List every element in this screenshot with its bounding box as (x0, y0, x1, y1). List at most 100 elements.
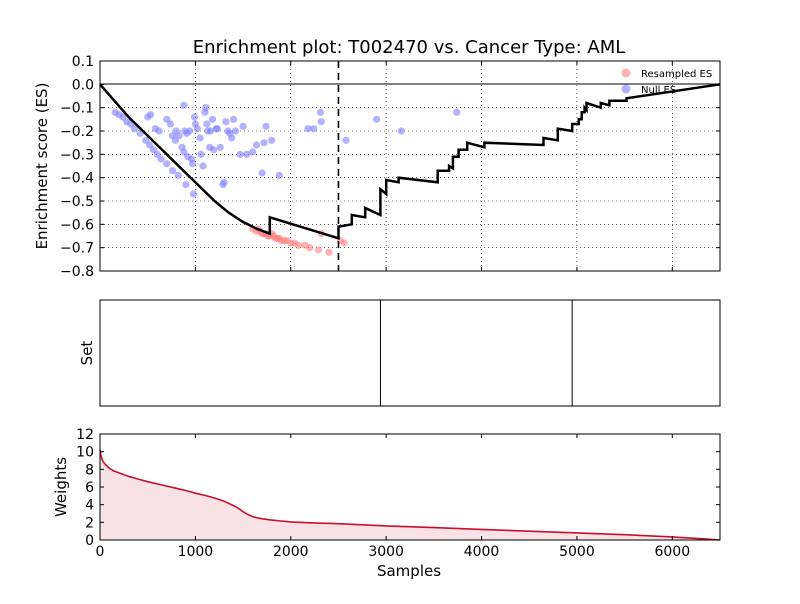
null-es-point (252, 141, 261, 149)
y-tick-label: −0.5 (60, 194, 94, 210)
null-es-point (189, 190, 198, 198)
null-es-point (196, 134, 204, 142)
null-es-point (220, 178, 228, 186)
null-es-point (342, 136, 350, 144)
null-es-point (249, 148, 257, 156)
weights-x-label: Samples (377, 562, 441, 580)
x-tick-label: 4000 (464, 544, 500, 560)
y-tick-label: −0.7 (60, 241, 94, 257)
null-es-point (262, 122, 270, 130)
resampled-es-point (314, 246, 323, 254)
x-tick-label: 0 (96, 544, 105, 560)
y-tick-label: −0.1 (60, 101, 94, 117)
legend-label-resampled-es: Resampled ES (641, 69, 712, 80)
y-tick-label: 8 (85, 462, 94, 478)
null-es-point (208, 115, 217, 123)
y-tick-label: −0.6 (60, 217, 94, 233)
null-es-point (260, 139, 268, 147)
null-es-point (209, 146, 218, 154)
set-axes-frame (99, 299, 721, 407)
set-panel: Set (78, 299, 721, 407)
null-es-point (453, 108, 461, 116)
null-es-point (203, 120, 211, 128)
null-es-point (216, 143, 224, 151)
null-es-point (397, 127, 406, 135)
null-es-point (199, 162, 207, 170)
null-es-point (188, 160, 197, 168)
y-tick-label: −0.3 (60, 147, 94, 163)
resampled-es-point (306, 244, 314, 252)
null-es-point (163, 160, 171, 168)
null-es-point (258, 169, 266, 177)
null-es-point (213, 125, 221, 133)
y-tick-label: −0.8 (60, 264, 94, 280)
weights-x-ticks: 0 1000 2000 3000 4000 5000 6000 (96, 434, 690, 560)
y-tick-label: 0.1 (72, 54, 94, 70)
enrichment-x-ticks (99, 61, 673, 271)
legend-marker-null-es (621, 84, 631, 94)
chart-title: Enrichment plot: T002470 vs. Cancer Type… (193, 37, 626, 58)
y-tick-label: −0.2 (60, 124, 94, 140)
enrichment-axes-frame (99, 60, 721, 272)
null-es-point (239, 122, 247, 130)
null-es-point (229, 115, 238, 123)
null-es-point (207, 127, 215, 135)
running-es-line (99, 83, 721, 240)
weights-y-ticks: 0 24 6 810 12 (76, 427, 720, 549)
null-es-point (180, 101, 188, 109)
y-tick-label: 12 (76, 427, 94, 443)
null-es-point (275, 171, 283, 179)
null-es-point (130, 125, 138, 133)
null-es-point (202, 104, 210, 112)
null-es-point (243, 150, 251, 158)
y-tick-label: 0.0 (72, 77, 94, 93)
null-es-point (373, 115, 381, 123)
enrichment-panel: Enrichment plot: T002470 vs. Cancer Type… (33, 37, 721, 280)
null-es-point (168, 167, 177, 175)
null-es-point (174, 171, 182, 179)
null-es-point (157, 155, 165, 163)
null-es-point (228, 134, 236, 142)
legend: Resampled ES Null ES (621, 68, 712, 96)
null-es-point (316, 108, 324, 116)
legend-label-null-es: Null ES (641, 85, 676, 96)
null-es-point (155, 127, 163, 135)
null-es-point (186, 127, 194, 135)
null-es-point (166, 120, 175, 128)
null-es-point (222, 118, 230, 126)
null-es-point (231, 127, 240, 135)
resampled-es-point (294, 241, 302, 249)
x-tick-label: 2000 (273, 544, 309, 560)
set-hit-lines (379, 300, 573, 406)
null-es-point (310, 125, 318, 133)
x-tick-label: 5000 (559, 544, 595, 560)
y-tick-label: 6 (85, 480, 94, 496)
enrichment-y-ticks: 0.1 0.0 −0.1 −0.2 −0.3 −0.4 −0.5 −0.6 −0.7 −0.8 (60, 54, 720, 280)
x-tick-label: 3000 (368, 544, 404, 560)
set-y-label: Set (78, 341, 96, 366)
y-tick-label: 2 (85, 515, 94, 531)
resampled-es-point (340, 239, 348, 247)
resampled-es-point (325, 248, 333, 256)
resampled-es-points (249, 225, 348, 256)
y-tick-label: 10 (76, 445, 94, 461)
null-es-point (146, 111, 155, 119)
null-es-point (190, 113, 199, 121)
x-tick-label: 6000 (654, 544, 690, 560)
weights-line (99, 449, 721, 541)
null-es-point (197, 150, 205, 158)
null-es-point (182, 181, 190, 189)
null-es-point (236, 150, 244, 158)
null-es-point (317, 118, 325, 126)
weights-y-label: Weights (52, 457, 70, 517)
y-tick-label: −0.4 (60, 171, 94, 187)
y-tick-label: 4 (85, 498, 94, 514)
null-es-point (268, 136, 276, 144)
null-es-point (304, 125, 312, 133)
y-tick-label: 0 (85, 533, 94, 549)
x-tick-label: 1000 (178, 544, 214, 560)
null-es-points (111, 101, 461, 198)
